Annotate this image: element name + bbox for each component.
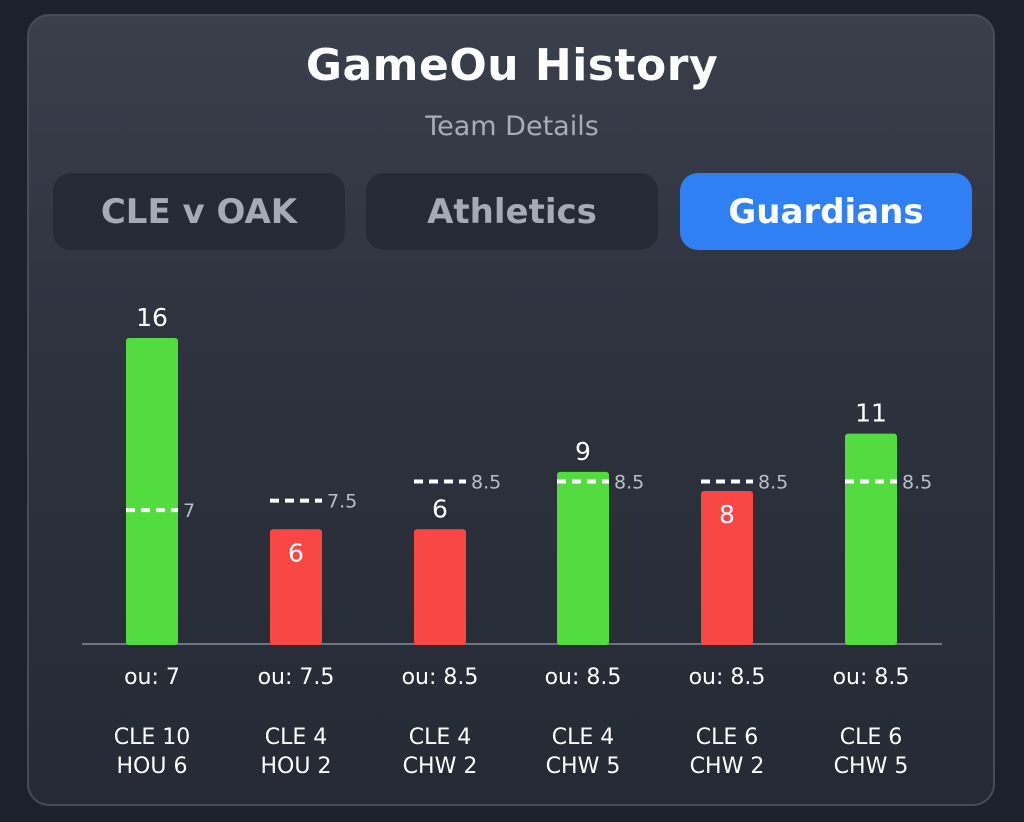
bar-value-label: 9 bbox=[575, 437, 591, 466]
ou-line-label: 8.5 bbox=[758, 471, 788, 493]
ou-line-label: 7.5 bbox=[327, 491, 357, 513]
ou-line-label: 8.5 bbox=[471, 471, 501, 493]
score-line-1: CLE 4 bbox=[552, 725, 615, 750]
score-line-1: CLE 6 bbox=[840, 725, 903, 750]
bar bbox=[557, 471, 609, 645]
tab-guardians[interactable]: Guardians bbox=[680, 173, 972, 250]
page-subtitle: Team Details bbox=[425, 111, 599, 142]
bar-value-label: 11 bbox=[855, 399, 887, 428]
score-line-1: CLE 6 bbox=[696, 725, 759, 750]
score-line-2: HOU 6 bbox=[117, 754, 188, 779]
bar bbox=[126, 338, 178, 645]
score-line-1: CLE 10 bbox=[114, 725, 191, 750]
ou-tick-label: ou: 8.5 bbox=[402, 665, 479, 690]
tab-matchup[interactable]: CLE v OAK bbox=[53, 173, 345, 250]
ou-line-label: 8.5 bbox=[902, 471, 932, 493]
bar-value-label: 6 bbox=[432, 494, 448, 523]
ou-line-label: 8.5 bbox=[614, 471, 644, 493]
score-line-2: HOU 2 bbox=[261, 754, 332, 779]
ou-tick-label: ou: 8.5 bbox=[833, 665, 910, 690]
bar-value-label: 8 bbox=[719, 500, 735, 529]
score-line-2: CHW 5 bbox=[546, 754, 621, 779]
ou-tick-label: ou: 8.5 bbox=[545, 665, 622, 690]
bar bbox=[845, 433, 897, 645]
ou-line-label: 7 bbox=[183, 500, 195, 522]
score-line-1: CLE 4 bbox=[409, 725, 472, 750]
bar bbox=[701, 491, 753, 645]
ou-tick-label: ou: 7 bbox=[124, 665, 180, 690]
bar-value-label: 16 bbox=[136, 303, 168, 332]
bar bbox=[414, 529, 466, 645]
score-line-2: CHW 2 bbox=[403, 754, 478, 779]
ou-tick-label: ou: 7.5 bbox=[258, 665, 335, 690]
page-title: GameOu History bbox=[305, 40, 719, 91]
score-line-2: CHW 2 bbox=[690, 754, 765, 779]
history-card bbox=[27, 14, 995, 806]
bar-value-label: 6 bbox=[288, 538, 304, 567]
score-line-2: CHW 5 bbox=[834, 754, 909, 779]
tab-athletics[interactable]: Athletics bbox=[366, 173, 658, 250]
ou-tick-label: ou: 8.5 bbox=[689, 665, 766, 690]
score-line-1: CLE 4 bbox=[265, 725, 328, 750]
bar bbox=[270, 529, 322, 645]
